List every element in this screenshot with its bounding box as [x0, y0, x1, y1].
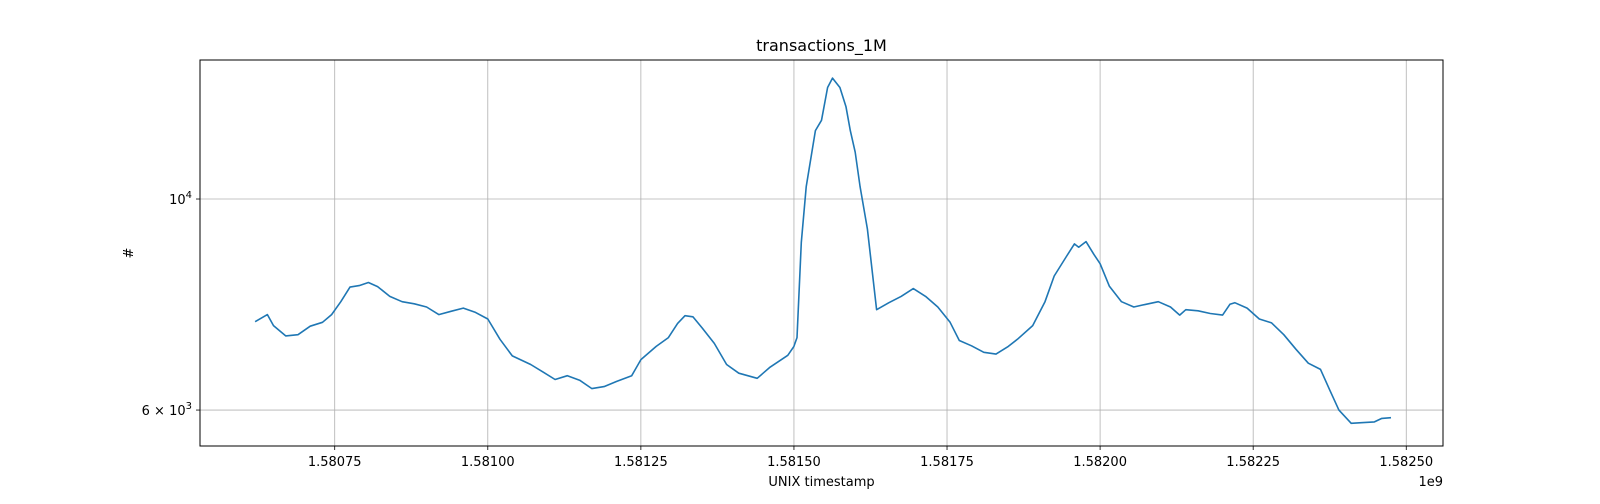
chart-title: transactions_1M	[756, 36, 887, 56]
ticks: 1.58075 1.58100 1.58125 1.58150 1.58175 1.582…	[142, 190, 1434, 470]
x-tick-label: 1.58225	[1226, 455, 1280, 470]
series-line	[254, 77, 1392, 425]
y-tick-label: 6 × 103	[142, 401, 192, 419]
x-tick-label: 1.58075	[308, 455, 362, 470]
x-tick-label: 1.58150	[767, 455, 821, 470]
y-tick-label: 104	[169, 190, 192, 208]
x-tick-label: 1.58250	[1379, 455, 1433, 470]
grid	[200, 60, 1443, 446]
x-tick-label: 1.58100	[461, 455, 515, 470]
x-tick-label: 1.58175	[920, 455, 974, 470]
y-axis-label: #	[122, 248, 137, 259]
x-axis-offset-label: 1e9	[1418, 475, 1443, 490]
x-tick-label: 1.58200	[1073, 455, 1127, 470]
x-tick-label: 1.58125	[614, 455, 668, 470]
plot-frame	[199, 59, 1444, 447]
x-axis-label: UNIX timestamp	[768, 475, 874, 490]
series-layer	[254, 77, 1392, 425]
